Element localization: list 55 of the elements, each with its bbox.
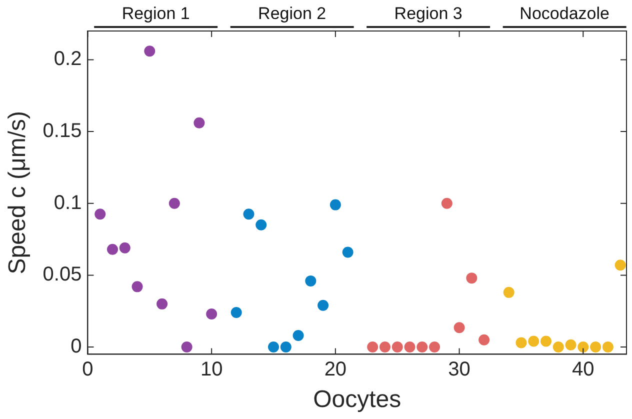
point <box>590 342 602 353</box>
point <box>181 342 192 353</box>
y-tick-label: 0.1 <box>54 192 82 214</box>
point <box>367 342 378 353</box>
x-tick-label: 30 <box>448 358 470 381</box>
y-axis-title: Speed c (μm/s) <box>4 110 32 274</box>
text: Region 3 <box>394 4 462 24</box>
point <box>256 219 267 230</box>
point <box>441 198 452 209</box>
point <box>602 342 614 353</box>
y-tick-label: 0.05 <box>42 264 82 286</box>
point <box>565 339 576 350</box>
point <box>342 246 354 258</box>
point <box>516 337 527 348</box>
point <box>305 275 316 286</box>
point <box>318 300 329 311</box>
x-axis-title: Oocytes <box>313 386 402 414</box>
point <box>540 336 552 347</box>
point <box>106 244 118 255</box>
point <box>503 286 514 298</box>
point <box>206 308 218 320</box>
text: Region 2 <box>258 4 326 24</box>
point <box>578 342 589 353</box>
text: Region 1 <box>122 4 190 24</box>
point <box>268 342 280 353</box>
y-tick-label: 0.2 <box>54 48 82 70</box>
point <box>194 117 205 128</box>
x-tick-label: 10 <box>200 358 223 381</box>
point <box>454 322 465 334</box>
y-tick-label: 0 <box>70 336 82 358</box>
point <box>552 342 564 353</box>
point <box>230 307 242 318</box>
point <box>614 260 626 271</box>
point <box>280 342 292 353</box>
point <box>528 336 540 347</box>
point <box>243 208 254 220</box>
point <box>144 46 156 57</box>
point <box>132 281 143 292</box>
point <box>416 342 428 353</box>
point <box>478 334 490 346</box>
point <box>119 242 130 254</box>
point <box>404 342 416 353</box>
point <box>392 342 403 353</box>
point <box>292 330 304 342</box>
x-tick-label: 40 <box>572 358 594 381</box>
text: Nocodazole <box>520 4 610 24</box>
point <box>379 342 390 353</box>
point <box>94 208 106 220</box>
point <box>330 199 341 210</box>
x-tick-label: 20 <box>324 358 347 381</box>
point <box>156 298 168 310</box>
y-tick-label: 0.15 <box>42 120 82 142</box>
point <box>466 272 478 284</box>
point <box>429 342 440 353</box>
point <box>168 198 180 209</box>
